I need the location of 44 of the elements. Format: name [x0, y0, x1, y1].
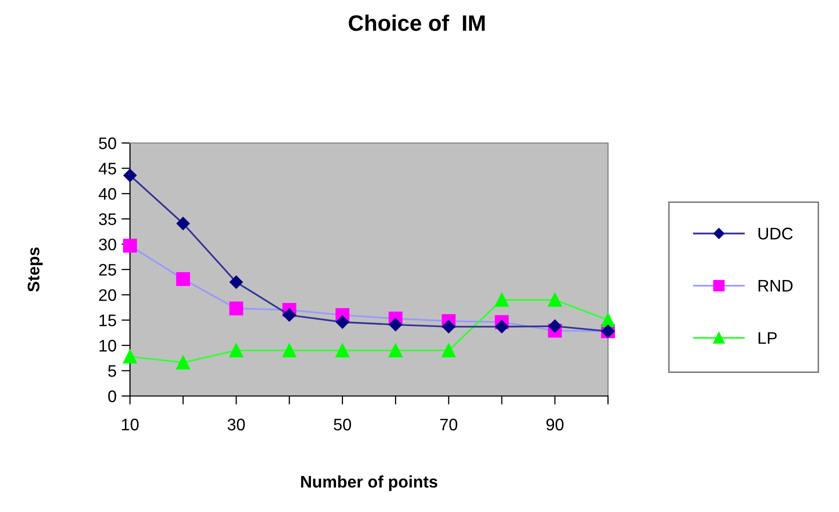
x-tick-label: 90 [546, 418, 564, 430]
point [123, 350, 137, 364]
y-tick-label: 40 [98, 188, 116, 200]
y-tick-label: 10 [100, 340, 116, 352]
x-tick-label: 50 [334, 418, 352, 430]
chart-title: Choice of IM [348, 14, 485, 31]
y-tick-label: 35 [98, 213, 116, 226]
point [282, 308, 296, 322]
point [548, 292, 562, 307]
y-tick-label: 0 [108, 390, 116, 402]
point [176, 272, 190, 286]
y-tick-label: 5 [108, 365, 116, 377]
point [442, 320, 456, 334]
point [229, 344, 244, 358]
point [336, 344, 350, 358]
point [230, 276, 243, 289]
point [176, 356, 190, 370]
legend-label: RND [758, 280, 793, 292]
y-tick-label: 15 [100, 314, 116, 326]
point [176, 216, 190, 230]
x-axis-title: Number of points [301, 475, 438, 491]
x-tick-label: 70 [440, 418, 458, 430]
point [388, 318, 402, 332]
point [123, 238, 137, 253]
point [229, 302, 244, 316]
point [494, 292, 509, 307]
point [336, 316, 350, 329]
y-tick-label: 25 [99, 264, 116, 276]
point [282, 344, 296, 358]
point [442, 344, 456, 358]
y-axis-title: Steps [28, 247, 43, 292]
x-tick-label: 10 [122, 418, 139, 430]
y-tick-label: 30 [98, 238, 116, 250]
y-tick-label: 45 [98, 162, 116, 175]
point [388, 344, 402, 358]
point [123, 168, 137, 182]
point [495, 320, 508, 334]
y-tick-label: 20 [99, 289, 116, 302]
point [601, 313, 615, 328]
point [548, 320, 562, 333]
y-tick-label: 50 [98, 137, 116, 150]
legend-label: UDC [758, 228, 793, 240]
x-tick-label: 30 [228, 418, 245, 430]
legend-label: LP [758, 332, 777, 344]
